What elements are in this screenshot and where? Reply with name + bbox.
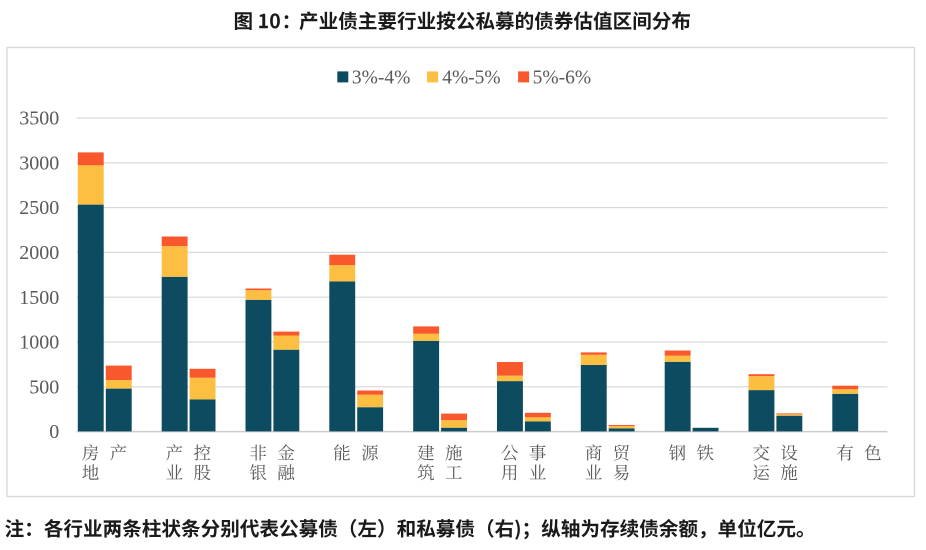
svg-text:2500: 2500 [19,197,59,219]
svg-text:3000: 3000 [19,152,59,174]
svg-text:2000: 2000 [19,242,59,264]
svg-text:5%-6%: 5%-6% [533,67,591,88]
svg-text:4%-5%: 4%-5% [442,67,500,88]
svg-text:1000: 1000 [19,332,59,354]
svg-text:0: 0 [49,421,59,443]
svg-text:3%-4%: 3%-4% [352,67,410,88]
svg-text:3500: 3500 [19,108,59,130]
svg-text:500: 500 [29,376,59,398]
svg-text:1500: 1500 [19,287,59,309]
